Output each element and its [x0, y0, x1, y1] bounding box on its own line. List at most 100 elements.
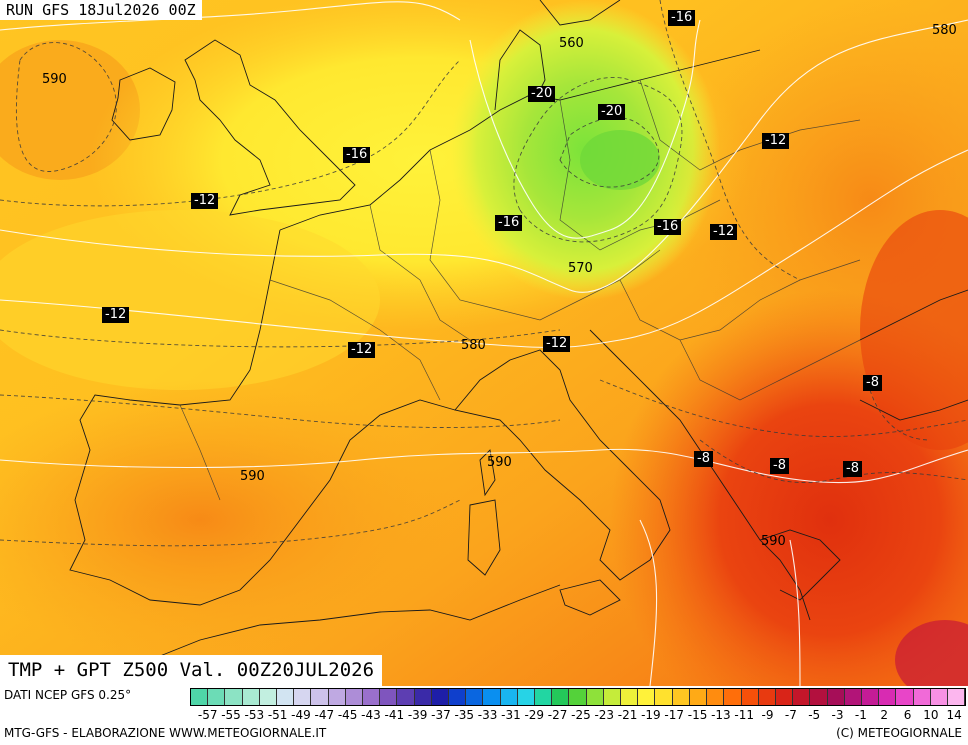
legend-tick: 2 — [880, 708, 888, 722]
legend-swatch — [655, 689, 673, 705]
legend-tick: -53 — [244, 708, 265, 722]
legend-swatch — [793, 689, 811, 705]
legend-swatch — [689, 689, 708, 705]
legend-swatch — [896, 689, 914, 705]
legend-tick: -29 — [524, 708, 545, 722]
legend-swatch — [758, 689, 776, 705]
legend-swatch — [724, 689, 742, 705]
legend-swatch — [775, 689, 794, 705]
gpt-label: 570 — [568, 261, 593, 276]
credit-left: MTG-GFS - ELABORAZIONE WWW.METEOGIORNALE… — [4, 726, 327, 740]
legend-swatch — [913, 689, 931, 705]
legend-swatch — [741, 689, 759, 705]
legend-tick: -3 — [831, 708, 844, 722]
temp-label: -16 — [343, 147, 371, 163]
legend-swatch — [277, 689, 295, 705]
legend-swatch — [483, 689, 501, 705]
gpt-label: 580 — [932, 23, 957, 38]
temp-label: -8 — [863, 375, 882, 391]
gpt-label: 590 — [240, 469, 265, 484]
legend-swatch — [191, 689, 209, 705]
legend-swatch — [707, 689, 725, 705]
weather-map — [0, 0, 968, 686]
temp-contours — [0, 0, 968, 547]
legend-tick: -33 — [477, 708, 498, 722]
legend-swatch — [500, 689, 518, 705]
legend-tick: -45 — [337, 708, 358, 722]
legend-tick: 10 — [923, 708, 939, 722]
legend-swatch — [947, 689, 966, 705]
gpt-label: 590 — [761, 534, 786, 549]
gpt-label: 580 — [461, 338, 486, 353]
legend-tick: -11 — [734, 708, 755, 722]
legend-tick: -43 — [361, 708, 381, 722]
credit-right: (C) METEOGIORNALE — [836, 726, 962, 740]
legend-tick: -57 — [197, 708, 218, 722]
legend-tick: -1 — [854, 708, 867, 722]
legend-tick: -31 — [501, 708, 521, 722]
temp-label: -8 — [694, 451, 713, 467]
temp-label: -12 — [102, 307, 130, 323]
hot-spot-se — [895, 620, 968, 686]
legend-tick: 14 — [946, 708, 962, 722]
hot-turkey — [860, 210, 968, 450]
legend-swatch — [345, 689, 364, 705]
legend-tick: -37 — [431, 708, 451, 722]
legend-tick: -17 — [664, 708, 685, 722]
temp-label: -12 — [543, 336, 571, 352]
temp-label: -16 — [654, 219, 682, 235]
coastlines — [69, 0, 968, 661]
temp-label: -20 — [528, 86, 556, 102]
temp-label: -12 — [348, 342, 376, 358]
legend-tick: -19 — [641, 708, 661, 722]
temp-label: -12 — [710, 224, 738, 240]
legend-ticks: -57 -55 -53 -51 -49 -47 -45 -43 -41 -39 -37 -35 -33-… — [196, 708, 966, 722]
gpt-label: 590 — [42, 72, 67, 87]
legend-tick: -23 — [594, 708, 615, 722]
legend-swatch — [414, 689, 432, 705]
footer: DATI NCEP GFS 0.25° -57 -55 -53 -51 -49 -47 -4… — [0, 686, 968, 745]
cold-core-center — [580, 130, 660, 190]
legend-tick: -9 — [761, 708, 774, 722]
gpt-contours — [0, 1, 968, 686]
legend-tick: -35 — [454, 708, 475, 722]
color-legend — [190, 688, 966, 706]
legend-tick: -25 — [571, 708, 591, 722]
run-info: RUN GFS 18Jul2026 00Z — [0, 0, 202, 20]
legend-swatch — [569, 689, 587, 705]
legend-swatch — [810, 689, 828, 705]
legend-tick: -15 — [687, 708, 708, 722]
legend-swatch — [672, 689, 690, 705]
legend-swatch — [930, 689, 948, 705]
legend-swatch — [328, 689, 346, 705]
temp-label: -12 — [762, 133, 790, 149]
data-source: DATI NCEP GFS 0.25° — [4, 688, 132, 702]
temp-label: -20 — [598, 104, 626, 120]
temp-label: -16 — [495, 215, 523, 231]
legend-tick: -13 — [711, 708, 731, 722]
legend-swatch — [827, 689, 845, 705]
legend-tick: -55 — [221, 708, 241, 722]
legend-tick: -21 — [617, 708, 638, 722]
temp-label: -8 — [770, 458, 789, 474]
legend-swatch — [535, 689, 553, 705]
legend-swatch — [449, 689, 467, 705]
gpt-label: 590 — [487, 455, 512, 470]
gpt-label: 560 — [559, 36, 584, 51]
legend-swatch — [311, 689, 329, 705]
legend-tick: -7 — [784, 708, 797, 722]
yellow-band-west — [0, 210, 380, 390]
legend-tick: -5 — [808, 708, 821, 722]
legend-swatch — [294, 689, 312, 705]
temp-label: -8 — [843, 461, 862, 477]
legend-swatch — [861, 689, 880, 705]
legend-swatch — [517, 689, 536, 705]
legend-swatch — [397, 689, 415, 705]
legend-swatch — [466, 689, 484, 705]
legend-swatch — [603, 689, 622, 705]
legend-tick: 6 — [903, 708, 912, 722]
legend-swatch — [638, 689, 656, 705]
legend-swatch — [552, 689, 570, 705]
legend-tick: -47 — [314, 708, 335, 722]
legend-swatch — [431, 689, 450, 705]
